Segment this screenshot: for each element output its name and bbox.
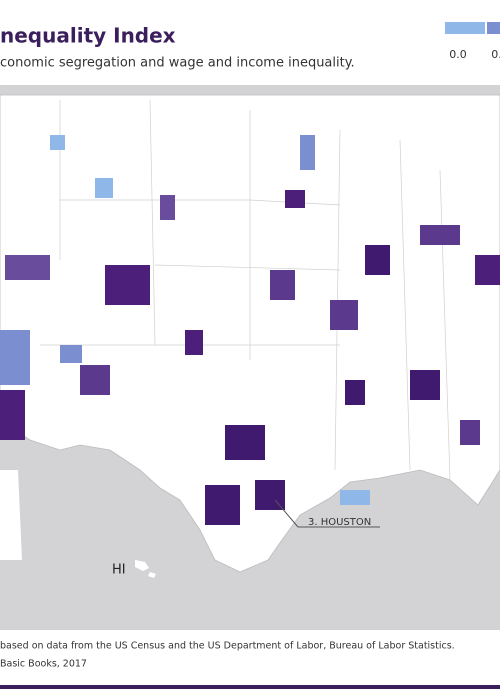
title: nequality Index bbox=[0, 24, 176, 48]
metro-areas bbox=[0, 135, 500, 525]
metro-area bbox=[300, 135, 315, 170]
metro-area bbox=[0, 390, 25, 440]
callout-line bbox=[274, 499, 299, 528]
metro-area bbox=[475, 255, 500, 285]
metro-area bbox=[460, 420, 480, 445]
metro-area bbox=[5, 255, 50, 280]
metro-area bbox=[80, 365, 110, 395]
legend-tick-label: 0.0 bbox=[449, 48, 467, 61]
callout-label: 3. HOUSTON bbox=[308, 517, 371, 528]
metro-area bbox=[340, 490, 370, 505]
metro-area bbox=[50, 135, 65, 150]
hawaii bbox=[135, 560, 156, 578]
metro-area bbox=[60, 345, 82, 363]
legend-tick-label: 0.2 bbox=[491, 48, 500, 61]
metro-area bbox=[105, 265, 150, 305]
metro-area bbox=[225, 425, 265, 460]
bottom-rule bbox=[0, 685, 500, 689]
metro-area bbox=[95, 178, 113, 198]
subtitle: conomic segregation and wage and income … bbox=[0, 56, 355, 71]
metro-area bbox=[160, 195, 175, 220]
metro-area bbox=[270, 270, 295, 300]
legend-swatch bbox=[487, 22, 500, 34]
metro-area bbox=[420, 225, 460, 245]
metro-area bbox=[330, 300, 358, 330]
metro-area bbox=[285, 190, 305, 208]
metro-area bbox=[185, 330, 203, 355]
legend: 0.0 0.2 bbox=[445, 22, 500, 61]
metro-area bbox=[255, 480, 285, 510]
metro-area bbox=[365, 245, 390, 275]
alaska-edge bbox=[0, 470, 22, 560]
metro-area bbox=[410, 370, 440, 400]
metro-area bbox=[345, 380, 365, 405]
legend-swatch bbox=[445, 22, 485, 34]
inset-label: HI bbox=[112, 563, 126, 578]
source-note: based on data from the US Census and the… bbox=[0, 641, 455, 652]
metro-area bbox=[0, 330, 30, 385]
credit: Basic Books, 2017 bbox=[0, 659, 87, 670]
metro-area bbox=[205, 485, 240, 525]
